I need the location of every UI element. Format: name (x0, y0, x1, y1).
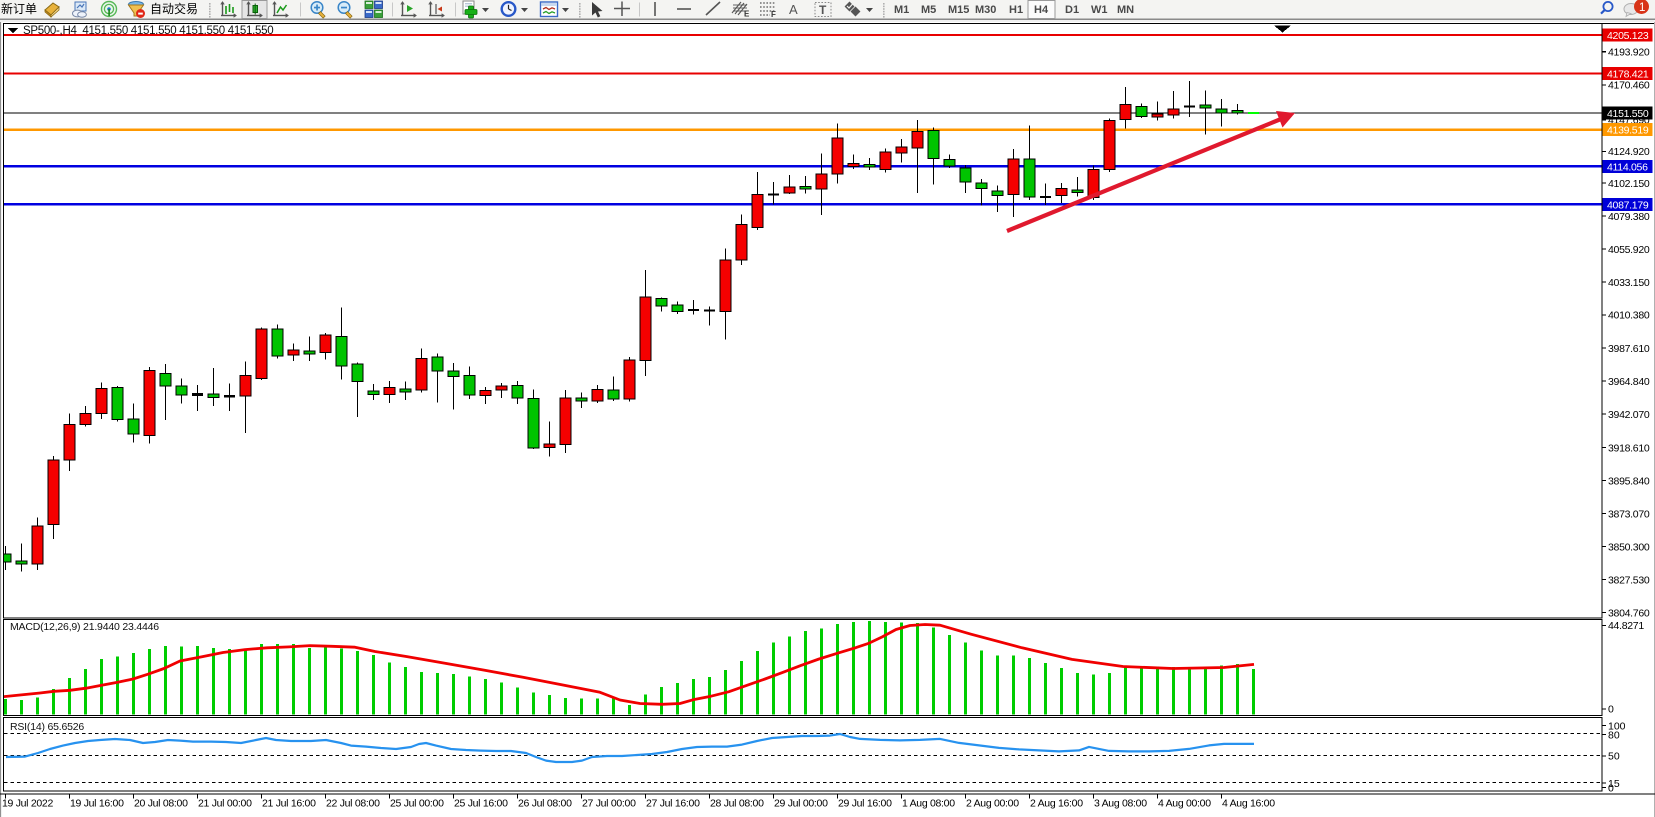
svg-text:4 Aug 16:00: 4 Aug 16:00 (1222, 798, 1275, 810)
svg-text:M1: M1 (894, 4, 909, 16)
svg-text:4087.179: 4087.179 (1607, 200, 1649, 212)
svg-text:15: 15 (1608, 778, 1620, 790)
svg-text:19 Jul 16:00: 19 Jul 16:00 (70, 798, 124, 810)
svg-text:100: 100 (1608, 720, 1626, 732)
svg-text:29 Jul 16:00: 29 Jul 16:00 (838, 798, 892, 810)
svg-text:RSI(14) 65.6526: RSI(14) 65.6526 (10, 721, 84, 733)
svg-text:D1: D1 (1065, 4, 1079, 16)
svg-text:M5: M5 (921, 4, 936, 16)
svg-text:3827.530: 3827.530 (1608, 574, 1650, 586)
svg-text:21 Jul 16:00: 21 Jul 16:00 (262, 798, 316, 810)
svg-text:3942.070: 3942.070 (1608, 409, 1650, 421)
svg-text:29 Jul 00:00: 29 Jul 00:00 (774, 798, 828, 810)
svg-text:27 Jul 16:00: 27 Jul 16:00 (646, 798, 700, 810)
svg-text:W1: W1 (1091, 4, 1108, 16)
svg-text:4178.421: 4178.421 (1607, 69, 1649, 81)
svg-text:27 Jul 00:00: 27 Jul 00:00 (582, 798, 636, 810)
svg-text:F: F (771, 10, 776, 19)
svg-text:4151.550: 4151.550 (1607, 108, 1649, 120)
svg-text:44.8271: 44.8271 (1608, 620, 1644, 632)
svg-text:22 Jul 08:00: 22 Jul 08:00 (326, 798, 380, 810)
svg-text:4102.150: 4102.150 (1608, 178, 1650, 190)
svg-text:0: 0 (1608, 704, 1614, 716)
svg-text:4055.920: 4055.920 (1608, 244, 1650, 256)
svg-text:4124.920: 4124.920 (1608, 146, 1650, 158)
svg-text:25 Jul 16:00: 25 Jul 16:00 (454, 798, 508, 810)
svg-text:4193.920: 4193.920 (1608, 47, 1650, 59)
svg-text:MACD(12,26,9) 21.9440 23.4446: MACD(12,26,9) 21.9440 23.4446 (10, 621, 159, 633)
svg-text:自动交易: 自动交易 (150, 1, 198, 16)
svg-text:20 Jul 08:00: 20 Jul 08:00 (134, 798, 188, 810)
svg-text:4079.380: 4079.380 (1608, 211, 1650, 223)
svg-text:H4: H4 (1034, 4, 1049, 16)
svg-text:19 Jul 2022: 19 Jul 2022 (2, 798, 53, 810)
svg-text:4205.123: 4205.123 (1607, 30, 1649, 42)
svg-text:25 Jul 00:00: 25 Jul 00:00 (390, 798, 444, 810)
svg-text:1 Aug 08:00: 1 Aug 08:00 (902, 798, 955, 810)
svg-text:4 Aug 00:00: 4 Aug 00:00 (1158, 798, 1211, 810)
svg-text:3804.760: 3804.760 (1608, 607, 1650, 619)
svg-text:2 Aug 16:00: 2 Aug 16:00 (1030, 798, 1083, 810)
svg-text:M30: M30 (975, 4, 996, 16)
svg-text:4114.056: 4114.056 (1607, 162, 1648, 174)
svg-text:4170.460: 4170.460 (1608, 80, 1650, 92)
svg-text:4010.380: 4010.380 (1608, 310, 1650, 322)
svg-text:3850.300: 3850.300 (1608, 541, 1650, 553)
svg-text:28 Jul 08:00: 28 Jul 08:00 (710, 798, 764, 810)
svg-text:80: 80 (1608, 729, 1620, 741)
svg-text:50: 50 (1608, 751, 1620, 763)
svg-text:26 Jul 08:00: 26 Jul 08:00 (518, 798, 572, 810)
svg-text:21 Jul 00:00: 21 Jul 00:00 (198, 798, 252, 810)
svg-text:4033.150: 4033.150 (1608, 277, 1650, 289)
svg-text:1: 1 (1639, 2, 1645, 14)
svg-text:3964.840: 3964.840 (1608, 376, 1650, 388)
svg-text:4139.519: 4139.519 (1607, 125, 1649, 137)
svg-text:3895.840: 3895.840 (1608, 475, 1650, 487)
svg-text:H1: H1 (1009, 4, 1023, 16)
svg-text:3873.070: 3873.070 (1608, 508, 1650, 520)
svg-text:SP500-,H4 4151.550 4151.550 4: SP500-,H4 4151.550 4151.550 4151.550 415… (23, 25, 273, 37)
svg-text:T: T (819, 3, 827, 17)
svg-text:3987.610: 3987.610 (1608, 343, 1650, 355)
svg-text:M15: M15 (948, 4, 969, 16)
svg-text:3 Aug 08:00: 3 Aug 08:00 (1094, 798, 1147, 810)
svg-text:MN: MN (1117, 4, 1134, 16)
svg-text:E: E (744, 10, 750, 19)
svg-text:0: 0 (1608, 782, 1614, 794)
svg-text:2 Aug 00:00: 2 Aug 00:00 (966, 798, 1019, 810)
svg-text:A: A (789, 2, 798, 17)
svg-text:新订单: 新订单 (1, 1, 37, 16)
svg-text:3918.610: 3918.610 (1608, 442, 1650, 454)
